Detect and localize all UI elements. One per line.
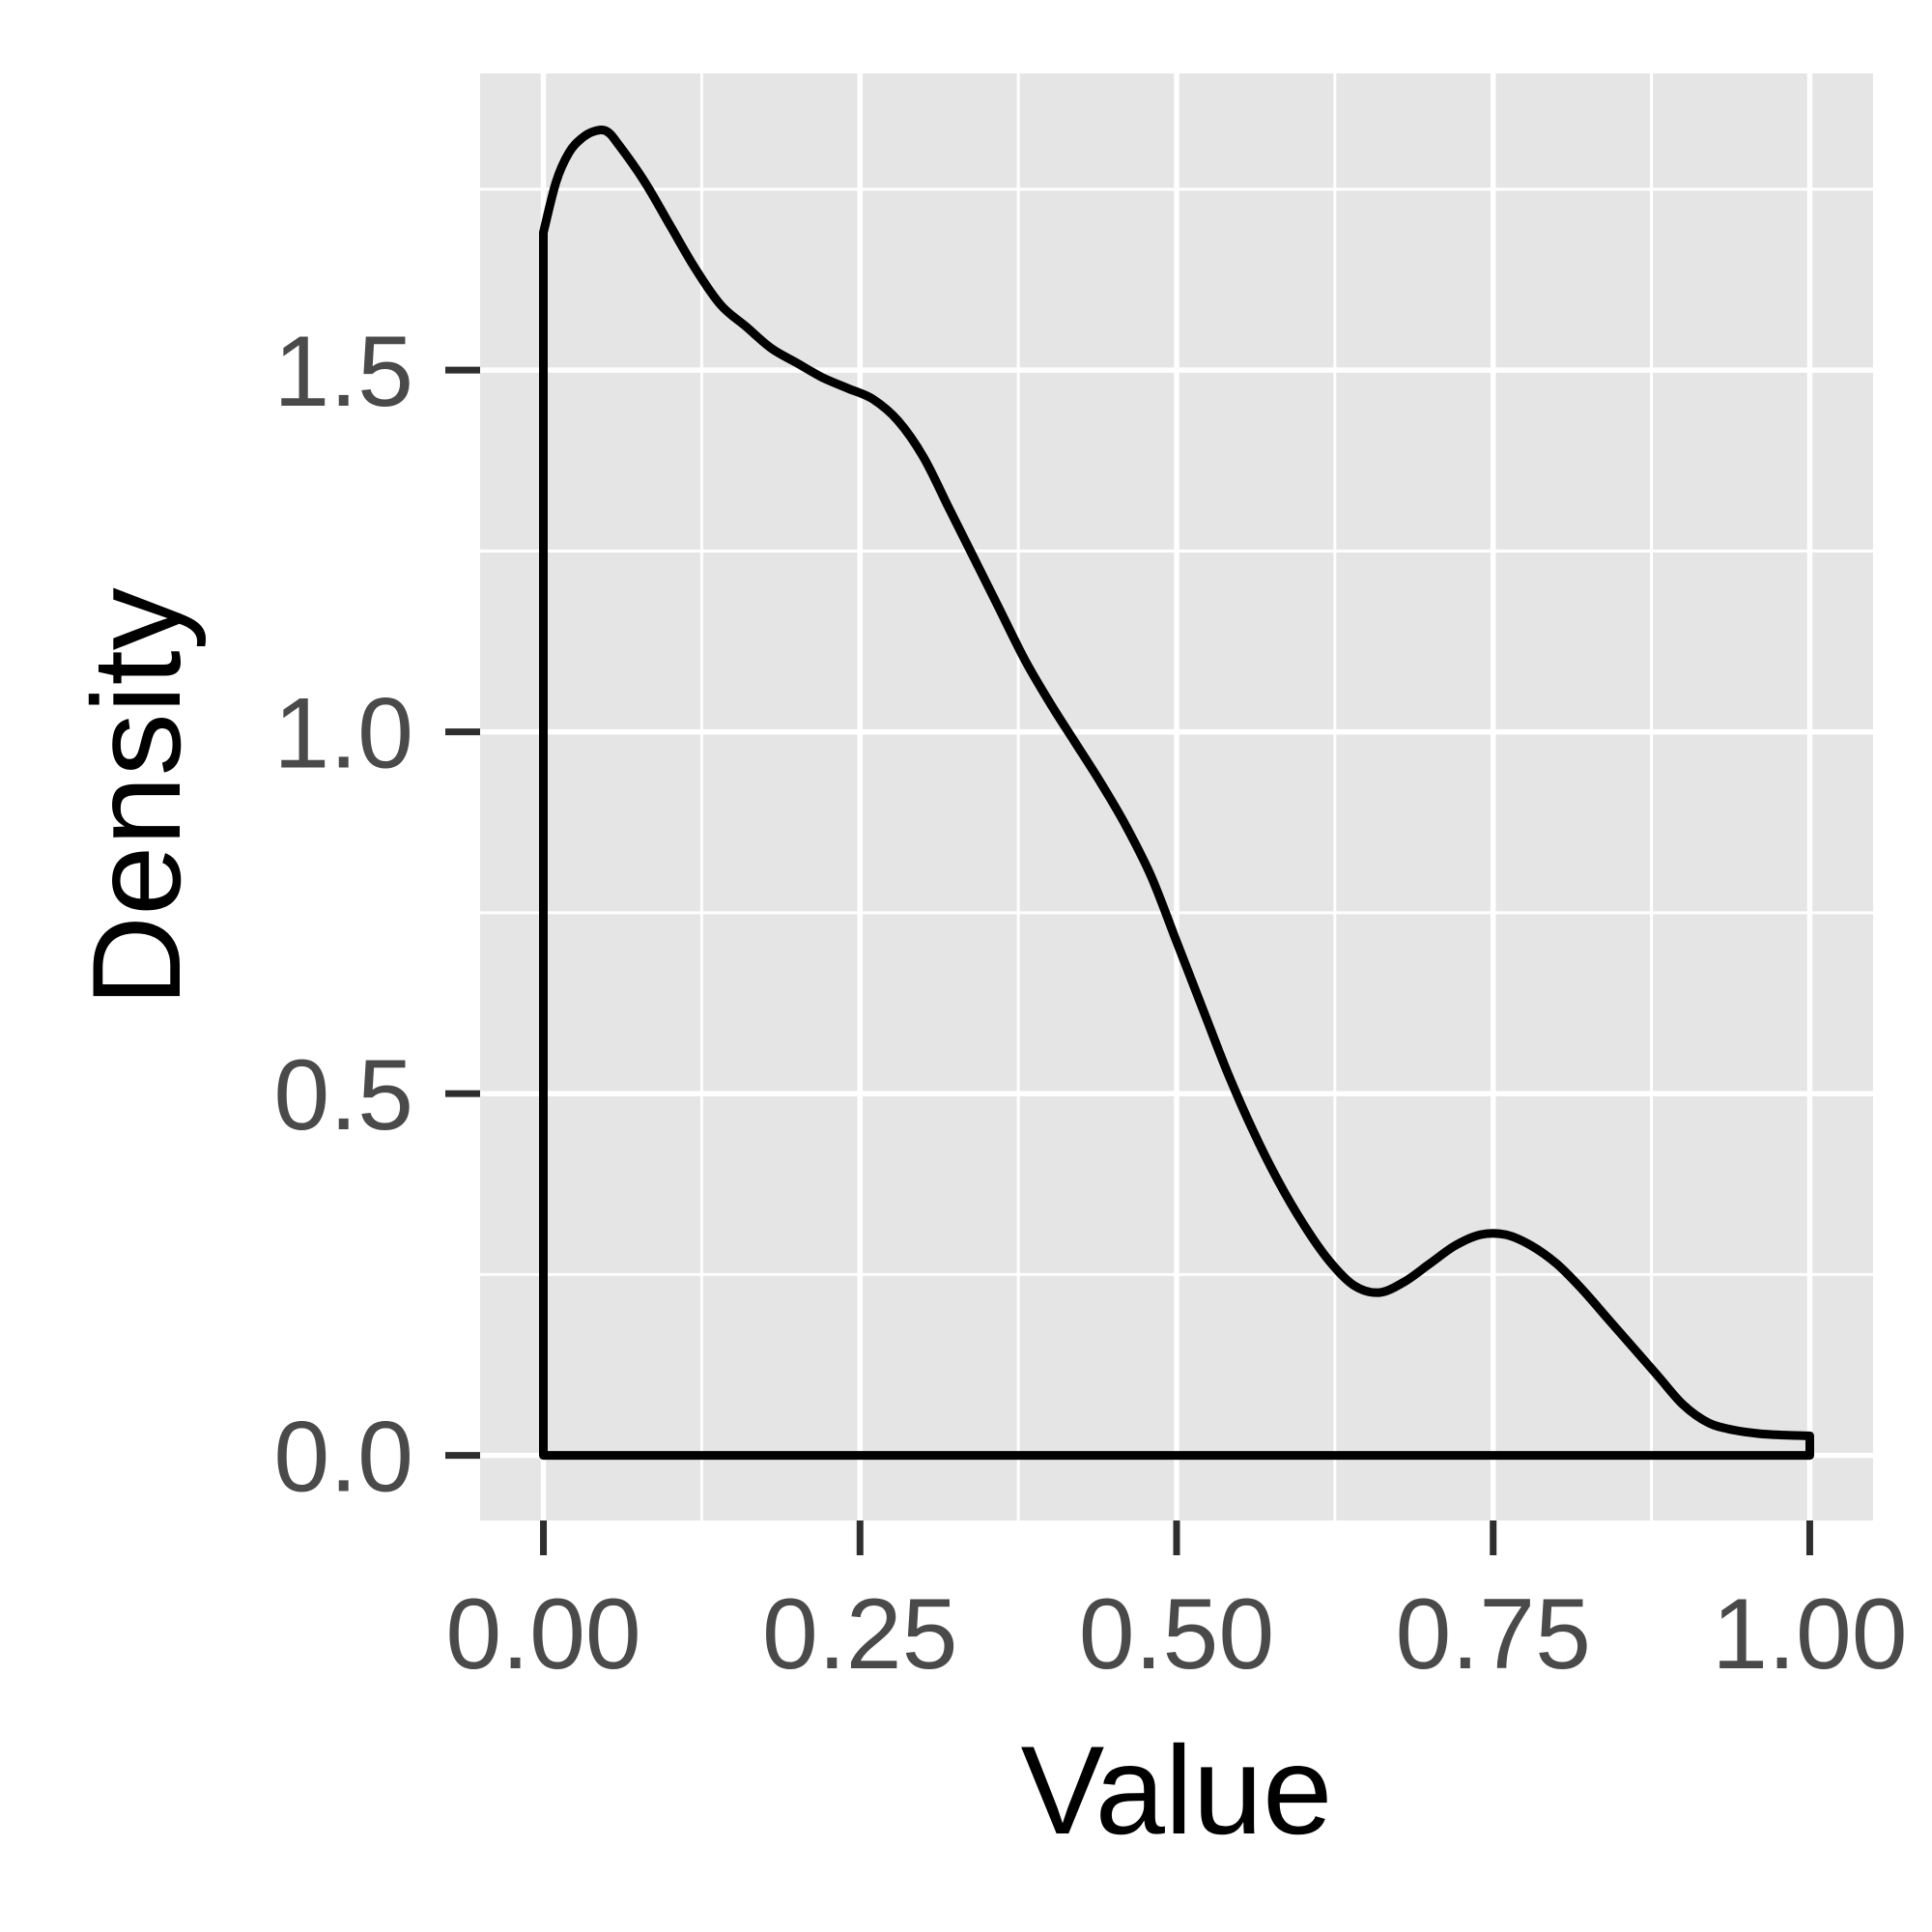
x-tick-label: 0.25 — [762, 1578, 957, 1690]
y-tick-label: 0.0 — [273, 1402, 413, 1514]
x-axis-ticks: 0.00 0.25 0.50 0.75 1.00 — [445, 1520, 1908, 1690]
x-tick-label: 0.50 — [1079, 1578, 1274, 1690]
y-tick-label: 1.0 — [273, 678, 413, 790]
x-tick-label: 1.00 — [1712, 1578, 1907, 1690]
x-axis-title: Value — [1021, 1719, 1333, 1861]
x-tick-label: 0.00 — [445, 1578, 640, 1690]
y-axis-title: Density — [66, 587, 207, 1006]
x-tick-label: 0.75 — [1396, 1578, 1591, 1690]
y-tick-label: 0.5 — [273, 1039, 413, 1151]
y-axis-ticks: 0.0 0.5 1.0 1.5 — [273, 316, 480, 1514]
y-tick-label: 1.5 — [273, 316, 413, 428]
density-curve — [539, 125, 1814, 1461]
